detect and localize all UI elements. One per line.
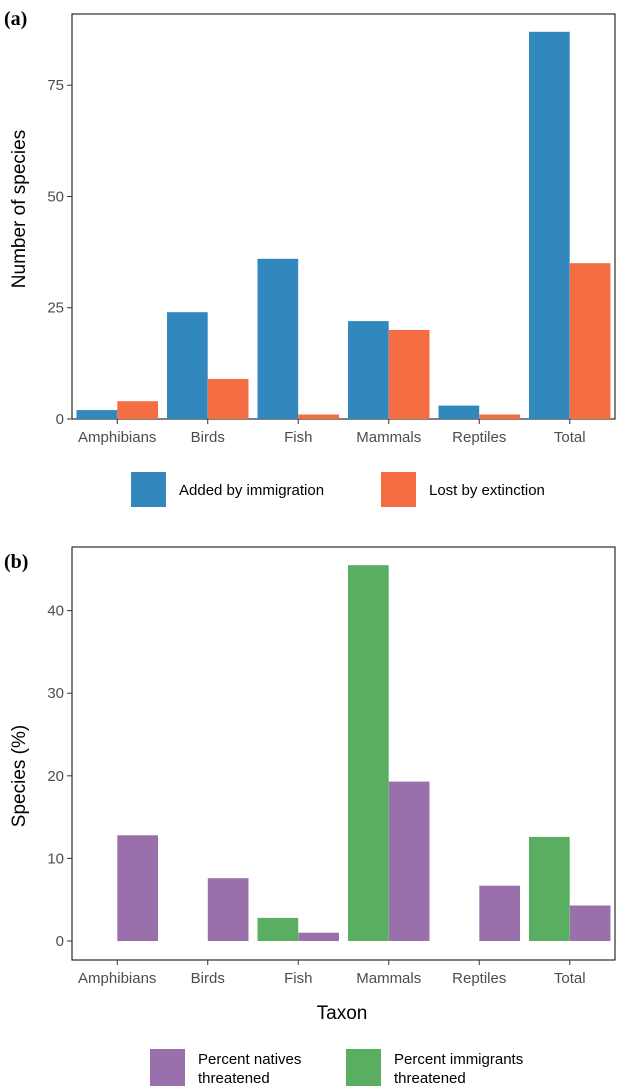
y-tick-label: 0 bbox=[56, 933, 64, 950]
x-tick-label: Reptiles bbox=[452, 970, 506, 987]
y-tick-label: 20 bbox=[47, 768, 64, 785]
panel-a-x-axis: Amphibians Birds Fish Mammals Reptiles Total bbox=[78, 419, 586, 446]
bar-percent-natives-threatened-reptiles bbox=[479, 885, 520, 941]
x-tick-label: Total bbox=[554, 429, 586, 446]
x-tick-label: Birds bbox=[191, 970, 225, 987]
bar-percent-immigrants-threatened-total bbox=[529, 836, 570, 941]
bar-percent-immigrants-threatened-mammals bbox=[348, 565, 389, 941]
x-tick-label: Amphibians bbox=[78, 429, 156, 446]
bar-lost-by-extinction-birds bbox=[207, 378, 249, 419]
y-tick-label: 30 bbox=[47, 685, 64, 702]
y-tick-label: 50 bbox=[47, 188, 64, 205]
legend-label: Added by immigration bbox=[179, 482, 324, 499]
y-tick-label: 0 bbox=[56, 411, 64, 428]
bar-added-by-immigration-reptiles bbox=[438, 405, 480, 419]
bar-added-by-immigration-fish bbox=[257, 258, 299, 419]
bar-lost-by-extinction-fish bbox=[298, 414, 339, 419]
x-tick-label: Total bbox=[554, 970, 586, 987]
bar-percent-natives-threatened-amphibians bbox=[117, 835, 158, 941]
legend-label-line2: threatened bbox=[394, 1070, 466, 1087]
panel-b-y-axis-title: Species (%) bbox=[9, 725, 30, 827]
legend-swatch-lost-by-extinction bbox=[381, 472, 416, 507]
panel-b-bars bbox=[117, 565, 611, 941]
x-tick-label: Fish bbox=[284, 429, 312, 446]
legend-label: Lost by extinction bbox=[429, 482, 545, 499]
panel-a-legend: Added by immigration Lost by extinction bbox=[131, 472, 545, 507]
bar-percent-immigrants-threatened-fish bbox=[257, 917, 299, 941]
bar-percent-natives-threatened-birds bbox=[207, 878, 249, 941]
x-tick-label: Mammals bbox=[356, 429, 421, 446]
legend-swatch-percent-natives-threatened bbox=[150, 1049, 185, 1086]
legend-swatch-added-by-immigration bbox=[131, 472, 166, 507]
panel-a-label: (a) bbox=[4, 8, 27, 30]
bar-lost-by-extinction-total bbox=[569, 263, 611, 419]
x-tick-label: Reptiles bbox=[452, 429, 506, 446]
panel-a-y-axis-title: Number of species bbox=[9, 130, 30, 288]
panel-a-bars bbox=[76, 31, 611, 420]
bar-lost-by-extinction-amphibians bbox=[117, 401, 158, 419]
legend-swatch-percent-immigrants-threatened bbox=[346, 1049, 381, 1086]
bar-added-by-immigration-amphibians bbox=[76, 410, 118, 419]
panel-b: (b) Species (%) Taxon 0 10 20 30 40 Amphibia… bbox=[4, 546, 616, 1087]
y-tick-label: 75 bbox=[47, 77, 64, 94]
bar-lost-by-extinction-reptiles bbox=[479, 414, 520, 419]
bar-added-by-immigration-total bbox=[529, 31, 570, 420]
y-tick-label: 25 bbox=[47, 300, 64, 317]
panel-b-plot-frame bbox=[71, 546, 616, 961]
x-tick-label: Amphibians bbox=[78, 970, 156, 987]
panel-b-x-axis: Amphibians Birds Fish Mammals Reptiles Total bbox=[78, 960, 586, 987]
panel-b-x-axis-title: Taxon bbox=[317, 1003, 368, 1024]
legend-label-line1: Percent natives bbox=[198, 1051, 301, 1068]
panel-a: (a) Number of species 0 25 50 75 Amphibians… bbox=[4, 8, 616, 507]
x-tick-label: Birds bbox=[191, 429, 225, 446]
legend-label-line1: Percent immigrants bbox=[394, 1051, 523, 1068]
panel-b-legend: Percent natives threatened Percent immigra… bbox=[150, 1049, 523, 1087]
bar-added-by-immigration-birds bbox=[167, 312, 208, 419]
panel-b-y-axis: 0 10 20 30 40 bbox=[47, 603, 72, 950]
bar-percent-natives-threatened-fish bbox=[298, 932, 339, 941]
panel-a-y-axis: 0 25 50 75 bbox=[47, 77, 72, 428]
x-tick-label: Fish bbox=[284, 970, 312, 987]
x-tick-label: Mammals bbox=[356, 970, 421, 987]
bar-percent-natives-threatened-total bbox=[569, 905, 611, 941]
y-tick-label: 10 bbox=[47, 850, 64, 867]
panel-a-plot-frame bbox=[71, 13, 616, 420]
legend-label-line2: threatened bbox=[198, 1070, 270, 1087]
panel-b-label: (b) bbox=[4, 551, 28, 573]
bar-percent-natives-threatened-mammals bbox=[388, 781, 430, 941]
y-tick-label: 40 bbox=[47, 603, 64, 620]
bar-added-by-immigration-mammals bbox=[348, 321, 389, 419]
bar-lost-by-extinction-mammals bbox=[388, 330, 430, 419]
